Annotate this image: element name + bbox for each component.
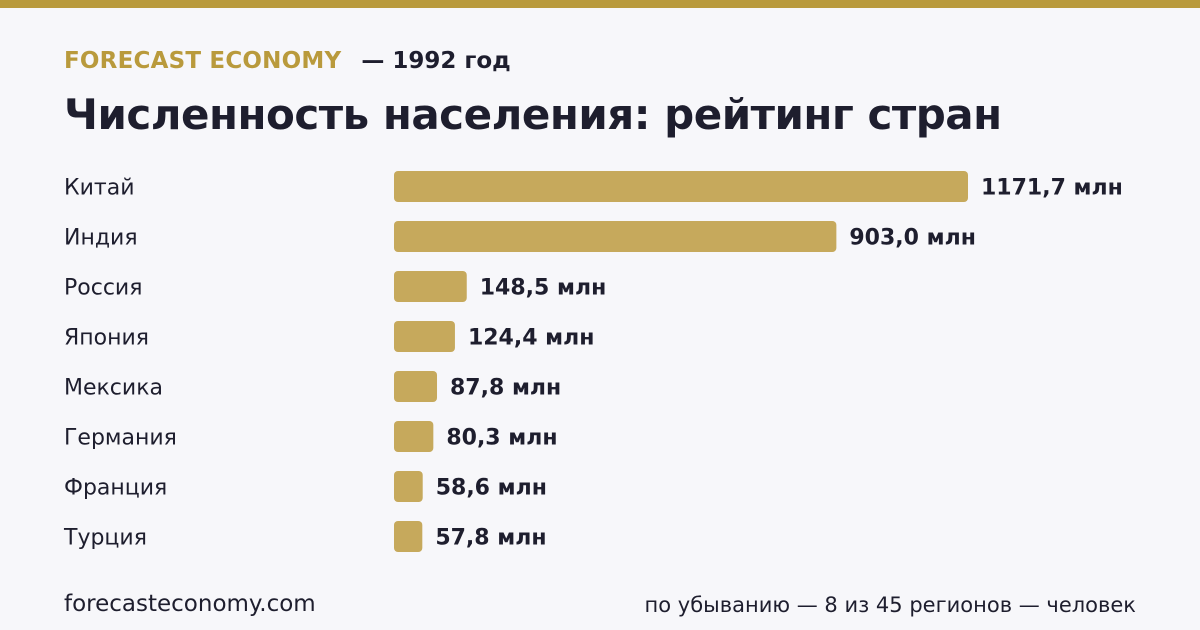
category-label: Китай	[64, 176, 135, 201]
bar	[394, 271, 467, 302]
footer-source: forecasteconomy.com	[64, 591, 316, 617]
top-accent-stripe	[0, 0, 1200, 8]
category-label: Мексика	[64, 376, 163, 401]
value-label: 1171,7 млн	[981, 176, 1123, 201]
category-label: Турция	[63, 526, 147, 551]
brand-name: FORECAST ECONOMY	[64, 48, 342, 74]
period-label: — 1992 год	[361, 48, 511, 74]
page-title: Численность населения: рейтинг стран	[64, 90, 1002, 139]
value-label: 80,3 млн	[446, 426, 557, 451]
category-label: Франция	[64, 476, 167, 501]
footer-note: по убыванию — 8 из 45 регионов — человек	[644, 593, 1136, 617]
category-label: Германия	[64, 426, 177, 451]
value-label: 87,8 млн	[450, 376, 561, 401]
bar	[394, 221, 837, 252]
value-label: 903,0 млн	[849, 226, 976, 251]
category-label: Япония	[64, 326, 149, 351]
bar	[394, 171, 968, 202]
category-label: Россия	[64, 276, 142, 301]
bar	[394, 521, 423, 552]
value-label: 148,5 млн	[480, 276, 607, 301]
value-label: 58,6 млн	[436, 476, 547, 501]
bar	[394, 421, 434, 452]
value-label: 57,8 млн	[435, 526, 546, 551]
bar	[394, 371, 438, 402]
brand-line: FORECAST ECONOMY — 1992 год	[64, 46, 511, 76]
category-label: Индия	[64, 226, 138, 251]
value-label: 124,4 млн	[468, 326, 595, 351]
bar	[394, 471, 423, 502]
bar	[394, 321, 455, 352]
